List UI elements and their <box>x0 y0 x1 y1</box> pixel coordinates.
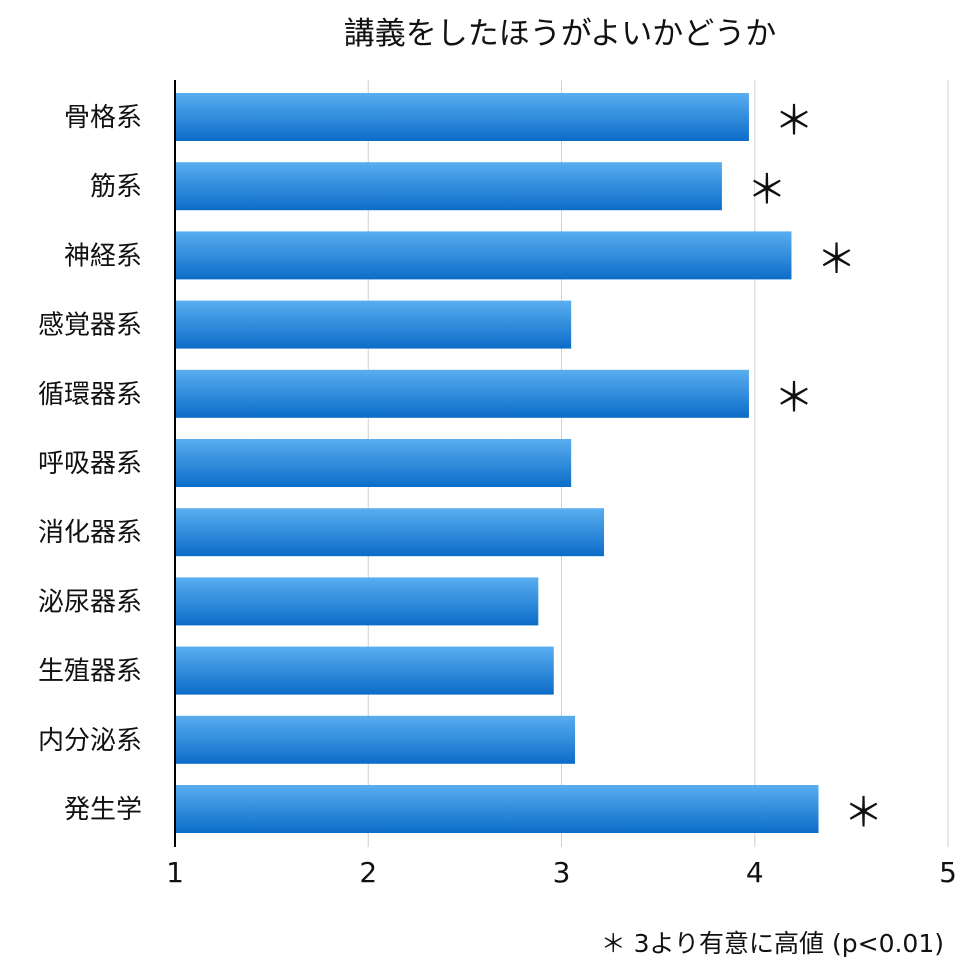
category-label: 泌尿器系 <box>38 587 142 617</box>
category-label: 骨格系 <box>64 103 142 133</box>
x-tick-labels: 1 2 3 4 5 <box>166 856 957 889</box>
x-tick-label: 5 <box>939 856 957 889</box>
category-label: 呼吸器系 <box>38 449 142 479</box>
x-tick-label: 3 <box>553 856 571 889</box>
category-label: 感覚器系 <box>38 311 142 341</box>
footnote: ＊ 3より有意に高値 (p<0.01) <box>601 929 944 958</box>
bars <box>175 93 819 833</box>
category-label: 内分泌系 <box>38 726 142 756</box>
bar <box>175 162 722 211</box>
x-tick-label: 2 <box>359 856 377 889</box>
bar <box>175 439 572 487</box>
significance-marker: ＊ <box>774 375 814 421</box>
significance-markers: ＊ ＊ ＊ ＊ ＊ <box>747 98 884 836</box>
category-label: 生殖器系 <box>38 657 142 687</box>
significance-marker: ＊ <box>774 98 814 144</box>
bar <box>175 646 554 695</box>
significance-marker: ＊ <box>816 236 856 282</box>
category-label: 筋系 <box>90 172 142 202</box>
x-tick-label: 4 <box>746 856 764 889</box>
bar <box>175 508 605 557</box>
bar <box>175 715 576 764</box>
bar <box>175 93 749 141</box>
bar <box>175 369 749 418</box>
category-label: 循環器系 <box>38 380 142 410</box>
category-label: 消化器系 <box>38 518 142 548</box>
significance-marker: ＊ <box>844 790 884 836</box>
category-label: 発生学 <box>64 795 142 825</box>
chart-title: 講義をしたほうがよいかどうか <box>344 16 776 52</box>
category-label: 神経系 <box>64 241 142 271</box>
bar <box>175 577 539 626</box>
bar <box>175 785 819 833</box>
x-tick-label: 1 <box>166 856 184 889</box>
bar <box>175 231 792 280</box>
significance-marker: ＊ <box>747 167 787 213</box>
bar <box>175 300 572 349</box>
